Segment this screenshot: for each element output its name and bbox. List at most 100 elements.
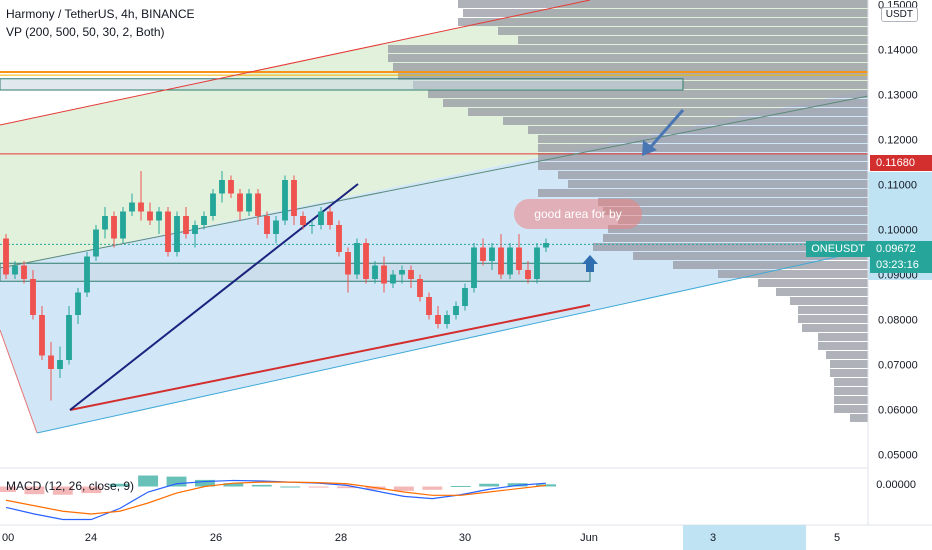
upper-trend-line [0, 0, 591, 126]
candle-body [417, 279, 423, 297]
candle-body [237, 193, 243, 212]
candle-body [444, 315, 450, 324]
time-tick-label: 24 [85, 532, 97, 544]
candle-body [309, 225, 315, 226]
marked-price-tag: 0.11680 [870, 155, 932, 171]
volume-profile-bar [818, 333, 868, 341]
indicator-label: VP (200, 500, 50, 30, 2, Both) [6, 25, 165, 39]
price-tick-label: 0.11000 [878, 180, 917, 192]
volume-profile-bar [830, 360, 868, 368]
chart-title: Harmony / TetherUS, 4h, BINANCE [6, 7, 195, 21]
candle-body [453, 306, 459, 315]
volume-profile-bar [718, 270, 868, 278]
volume-profile-bar [558, 171, 868, 179]
candle-body [543, 243, 549, 248]
volume-profile-bar [830, 369, 868, 377]
candle-body [291, 180, 297, 216]
candle-body [264, 216, 270, 234]
volume-profile-bar [598, 198, 868, 206]
price-tick-label: 0.05000 [878, 450, 918, 462]
down-arrow-head [642, 140, 657, 156]
volume-profile-bar [802, 324, 868, 332]
volume-profile-bar [608, 225, 868, 233]
time-axis-highlight [683, 525, 806, 550]
candle-body [210, 193, 216, 216]
volume-profile-bar [673, 261, 868, 269]
candle-body [354, 243, 360, 275]
candle-body [282, 180, 288, 221]
candle-body [39, 315, 45, 356]
channel-mid-line [0, 95, 869, 269]
volume-profile-bar [393, 63, 868, 71]
candle-body [183, 216, 189, 234]
down-arrow-shaft [646, 109, 685, 151]
volume-profile-bar [618, 216, 868, 224]
volume-profile-bar [834, 405, 868, 413]
candle-body [228, 180, 234, 194]
symbol-tag: ONEUSDT [806, 241, 870, 257]
candle-body [165, 211, 171, 252]
candle-body [300, 216, 306, 225]
left-edge-line [0, 329, 38, 434]
candle-body [75, 292, 81, 315]
candle-body [156, 211, 162, 221]
price-axis[interactable]: 0.15000 0.14000 0.13000 0.12000 0.11000 0.100… [867, 0, 932, 550]
time-tick-label: 00 [2, 532, 14, 544]
macd-value-tag: 0.00000 [876, 479, 916, 491]
time-tick-label: 3 [710, 532, 716, 544]
volume-profile-bar [593, 243, 868, 251]
volume-profile-bar [834, 396, 868, 404]
supply-demand-zone [0, 78, 684, 91]
macd-histogram-bar [166, 476, 187, 487]
macd-signal-line [5, 481, 547, 515]
volume-profile-bar [834, 378, 868, 386]
candle-body [3, 238, 9, 275]
volume-profile-bar [568, 180, 868, 188]
candle-body [48, 355, 54, 369]
candle-body [516, 247, 522, 270]
macd-histogram-bar [138, 475, 159, 487]
currency-button[interactable]: USDT [880, 7, 918, 22]
macd-histogram-bar [81, 486, 102, 494]
volume-profile-bar [398, 72, 868, 80]
candle-body [381, 265, 387, 284]
candle-body [30, 279, 36, 315]
macd-histogram-bar [52, 486, 73, 495]
volume-profile-bar [790, 297, 868, 305]
volume-profile-bar [458, 18, 868, 26]
time-tick-label: 5 [834, 532, 840, 544]
candle-body [219, 180, 225, 194]
volume-profile-bar [538, 144, 868, 152]
candle-body [390, 274, 396, 284]
candle-body [84, 256, 90, 293]
candle-body [147, 211, 153, 221]
candle-body [372, 265, 378, 279]
macd-histogram-bar [337, 486, 357, 489]
candle-body [66, 315, 72, 360]
candle-body [426, 297, 432, 315]
candle-body [93, 229, 99, 257]
macd-histogram-bar [308, 486, 329, 488]
candle-body [399, 270, 405, 275]
candle-body [534, 247, 540, 279]
candle-body [246, 193, 252, 212]
candle-body [345, 252, 351, 275]
supply-demand-zone [0, 262, 591, 282]
candle-body [462, 288, 468, 306]
annotation-text: good area for by [534, 207, 622, 221]
volume-profile-bar [758, 279, 868, 287]
volume-profile-bar [818, 342, 868, 350]
time-axis[interactable]: 00 24 26 28 30 Jun 3 5 [0, 524, 932, 550]
macd-pane [0, 467, 932, 521]
macd-histogram-bar [422, 486, 443, 490]
macd-label: MACD (12, 26, close, 9) [6, 479, 135, 493]
candle-body [255, 193, 261, 216]
macd-histogram-bar [251, 484, 272, 487]
candle-body [120, 211, 126, 239]
candle-body [327, 211, 333, 225]
lower-channel-line [36, 249, 869, 434]
candle-body [192, 225, 198, 234]
time-tick-label: 28 [335, 532, 347, 544]
price-tick-label: 0.14000 [878, 45, 918, 57]
